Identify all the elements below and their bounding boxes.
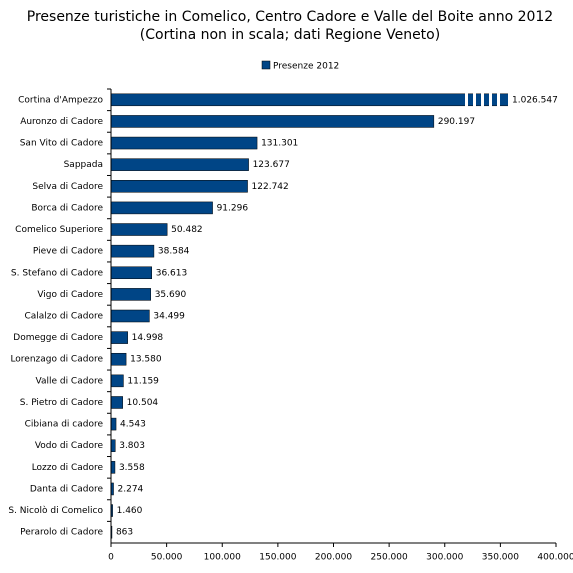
y-tick-label: Comelico Superiore	[15, 225, 103, 235]
x-tick-label: 0	[108, 553, 114, 563]
y-tick-label: Domegge di Cadore	[13, 333, 103, 343]
y-tick-label: San Vito di Cadore	[20, 139, 104, 149]
bar	[110, 439, 116, 452]
y-tick-label: S. Nicolò di Comelico	[8, 505, 103, 516]
y-tick-label: Auronzo di Cadore	[20, 117, 103, 127]
bar-break	[497, 92, 500, 107]
chart-title: Presenze turistiche in Comelico, Centro …	[27, 9, 553, 25]
value-label: 14.998	[132, 333, 164, 343]
bar	[110, 158, 249, 171]
bar	[110, 115, 435, 128]
bar	[110, 136, 258, 150]
y-tick-label: Vodo di Cadore	[35, 441, 104, 451]
y-tick-label: Calalzo di Cadore	[24, 312, 103, 322]
y-tick-label: Cortina d'Ampezzo	[18, 95, 103, 105]
value-label: 10.504	[127, 398, 159, 408]
value-label: 1.460	[117, 506, 143, 516]
x-tick-label: 250.000	[371, 553, 408, 563]
bar	[110, 244, 155, 258]
y-tick-label: S. Pietro di Cadore	[20, 398, 104, 408]
bar	[110, 352, 127, 366]
value-label: 1.026.547	[512, 95, 558, 105]
bar	[110, 266, 152, 280]
value-label: 34.499	[153, 312, 185, 322]
value-label: 4.543	[120, 420, 146, 430]
value-label: 863	[116, 528, 133, 538]
bar	[110, 374, 124, 388]
value-label: 36.613	[156, 268, 188, 278]
value-label: 91.296	[217, 203, 249, 213]
legend-label: Presenze 2012	[273, 62, 339, 72]
bar	[110, 93, 508, 107]
x-tick-label: 50.000	[151, 553, 183, 563]
y-tick-label: Danta di Cadore	[30, 484, 104, 494]
value-label: 3.558	[119, 463, 145, 473]
value-label: 123.677	[253, 160, 290, 170]
bars	[110, 93, 508, 539]
x-tick-label: 300.000	[426, 553, 463, 563]
value-label: 3.803	[119, 441, 145, 451]
y-tick-label: Valle di Cadore	[35, 376, 103, 386]
value-label: 35.690	[155, 290, 187, 300]
legend-swatch	[261, 60, 271, 70]
x-tick-label: 150.000	[259, 553, 296, 563]
bar-break	[481, 92, 484, 107]
y-tick-label: Selva di Cadore	[32, 182, 103, 192]
y-tick-label: Borca di Cadore	[31, 203, 103, 213]
bar	[110, 288, 151, 301]
value-label: 290.197	[438, 117, 475, 127]
bar	[110, 396, 123, 409]
chart-subtitle: (Cortina non in scala; dati Regione Vene…	[140, 27, 440, 43]
value-label: 13.580	[130, 355, 162, 365]
bar	[110, 180, 248, 193]
bar	[110, 201, 213, 215]
y-tick-label: Lozzo di Cadore	[32, 463, 104, 473]
bar-break	[473, 92, 476, 107]
bar	[110, 309, 150, 323]
bar	[110, 331, 128, 344]
value-label: 38.584	[158, 247, 190, 257]
x-tick-label: 100.000	[204, 553, 241, 563]
y-tick-label: Sappada	[64, 160, 103, 170]
bar	[110, 223, 168, 236]
y-tick-label: S. Stefano di Cadore	[11, 268, 104, 278]
y-tick-label: Vigo di Cadore	[37, 290, 103, 300]
value-label: 131.301	[261, 139, 298, 149]
x-tick-label: 400.000	[537, 553, 573, 563]
y-tick-label: Cibiana di cadore	[25, 420, 104, 430]
bar	[110, 461, 116, 474]
value-label: 2.274	[118, 484, 144, 494]
value-label: 50.482	[171, 225, 203, 235]
x-tick-label: 350.000	[482, 553, 519, 563]
bar	[110, 417, 117, 431]
bar-break	[465, 92, 468, 107]
y-tick-label: Lorenzago di Cadore	[10, 355, 103, 365]
value-label: 11.159	[127, 376, 159, 386]
y-tick-label: Pieve di Cadore	[33, 247, 104, 257]
value-label: 122.742	[252, 182, 289, 192]
bar-break	[489, 92, 492, 107]
x-tick-label: 200.000	[315, 553, 352, 563]
y-tick-label: Perarolo di Cadore	[20, 528, 103, 538]
